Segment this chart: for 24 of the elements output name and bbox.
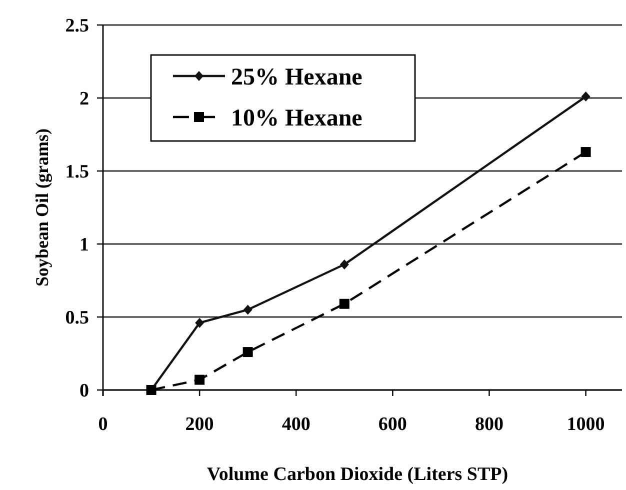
point	[580, 147, 591, 158]
y-tick-label: 2.5	[65, 16, 89, 37]
x-tick-label: 1000	[566, 414, 605, 435]
x-tick-label: 800	[474, 414, 504, 435]
y-tick-label: 1.5	[65, 162, 89, 183]
y-tick-label: 0	[80, 380, 89, 402]
x-tick-label: 200	[185, 414, 214, 435]
legend-label: 10% Hexane	[231, 105, 363, 132]
point	[581, 92, 590, 102]
y-tick-label: 1	[80, 234, 89, 256]
y-axis-title: Soybean Oil (grams)	[32, 128, 52, 287]
point	[194, 374, 205, 385]
legend-label: 25% Hexane	[231, 64, 363, 90]
y-tick-label: 0.5	[65, 308, 89, 329]
point	[339, 298, 350, 309]
x-tick-label: 0	[98, 414, 108, 435]
x-tick-label: 400	[282, 414, 310, 435]
point	[243, 304, 252, 315]
point	[195, 318, 204, 328]
point	[340, 259, 349, 270]
x-axis-title: Volume Carbon Dioxide (Liters STP)	[206, 464, 508, 485]
y-tick-label: 2	[80, 88, 89, 110]
x-tick-label: 600	[378, 414, 407, 435]
point	[242, 347, 253, 358]
